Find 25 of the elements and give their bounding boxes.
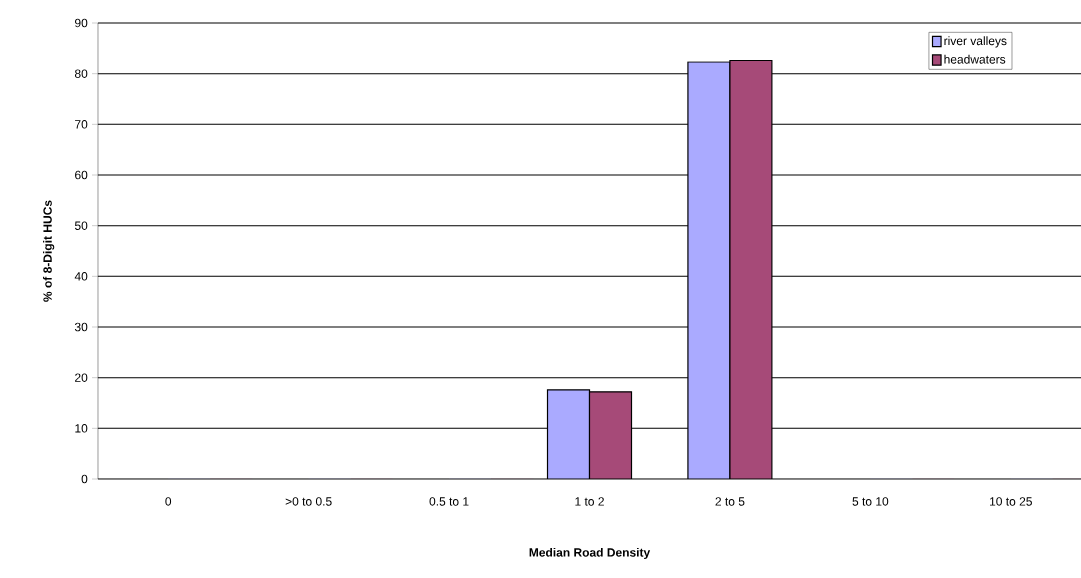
x-tick-label: 0 <box>165 497 172 506</box>
y-tick-label: 90 <box>75 18 88 28</box>
bar <box>546 389 591 479</box>
y-tick-label: 20 <box>75 373 88 382</box>
x-axis-title: Median Road Density <box>529 547 651 560</box>
legend-label: headwaters <box>944 54 1006 64</box>
x-tick-label: 1 to 2 <box>575 497 604 506</box>
x-tick-label: >0 to 0.5 <box>285 497 332 506</box>
x-tick-label: 10 to 25 <box>990 497 1032 506</box>
x-tick-label: 2 to 5 <box>715 497 745 506</box>
y-tick-label: 80 <box>74 69 88 78</box>
y-tick-label: 0 <box>81 474 88 484</box>
y-tick-label: 10 <box>75 424 88 433</box>
x-tick-label: 5 to 10 <box>852 497 889 506</box>
y-tick-label: 70 <box>75 120 88 129</box>
legend-label: river valleys <box>944 36 1007 48</box>
x-tick-label: 0.5 to 1 <box>429 497 469 506</box>
y-tick-label: 50 <box>74 221 88 230</box>
y-tick-label: 60 <box>75 170 88 180</box>
y-axis-title: % of 8-Digit HUCs <box>43 200 55 302</box>
bar <box>729 59 773 479</box>
bar <box>588 391 633 479</box>
bar <box>687 61 731 479</box>
y-tick-label: 40 <box>74 272 88 281</box>
y-tick-label: 30 <box>74 322 88 332</box>
